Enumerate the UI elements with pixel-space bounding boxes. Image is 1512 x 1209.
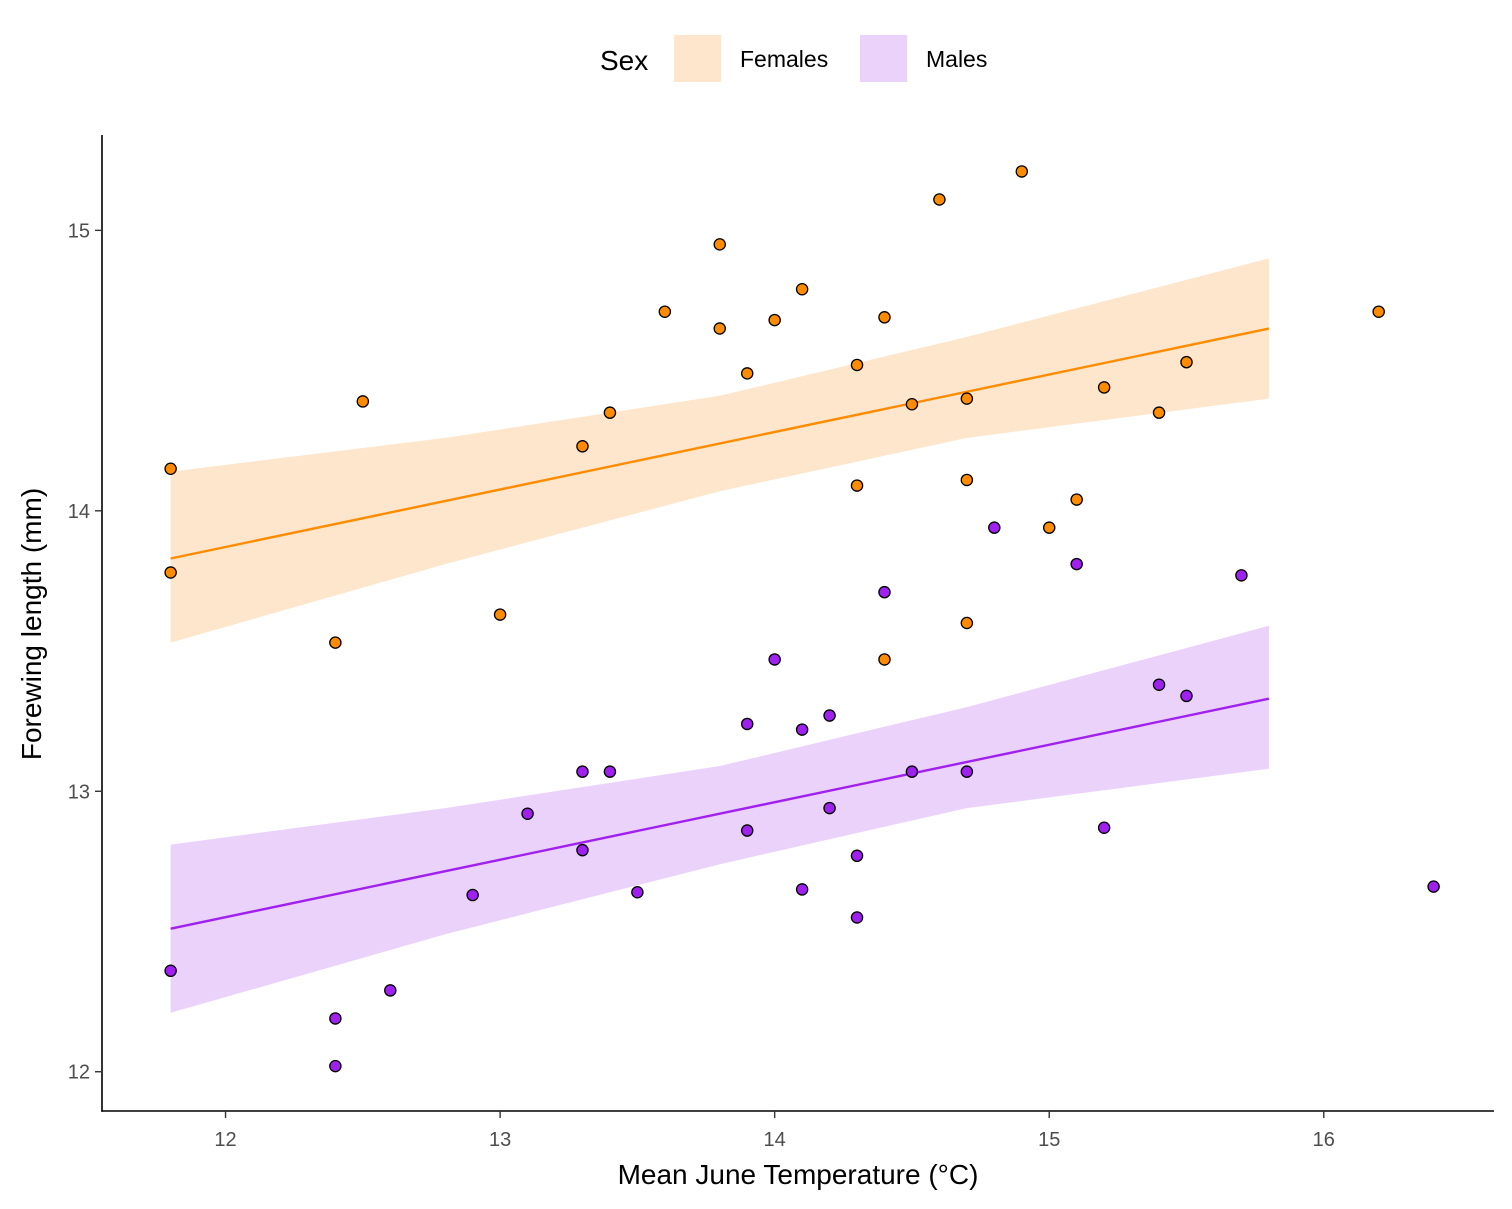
data-point-females <box>603 406 617 419</box>
data-point-males <box>850 849 864 863</box>
data-point-males <box>1097 821 1111 834</box>
data-point-females <box>878 653 891 666</box>
y-axis-title: Forewing length (mm) <box>16 488 47 760</box>
data-point-females <box>1070 493 1083 506</box>
data-point-males <box>768 653 781 666</box>
data-point-males <box>878 585 891 599</box>
data-point-males <box>960 765 974 778</box>
x-tick-label: 16 <box>1313 1129 1335 1151</box>
axes: 12 13 14 15 16 12 13 14 15 <box>68 135 1494 1151</box>
data-point-males <box>850 911 864 924</box>
data-point-females <box>164 462 177 475</box>
data-point-females <box>933 193 946 206</box>
data-point-females <box>740 367 754 380</box>
fit-line-males <box>170 697 1270 930</box>
data-point-males <box>795 883 809 896</box>
data-point-males <box>521 807 534 820</box>
data-point-females <box>905 397 919 411</box>
data-point-males <box>740 824 754 837</box>
data-point-males <box>576 765 589 778</box>
data-point-females <box>329 636 342 649</box>
data-point-males <box>823 709 836 722</box>
data-point-males <box>329 1059 342 1073</box>
data-point-females <box>164 566 177 579</box>
confidence-band-males <box>170 625 1269 1013</box>
x-tick-label: 12 <box>214 1129 236 1151</box>
data-point-males <box>384 984 397 997</box>
data-point-males <box>1180 689 1193 703</box>
data-point-females <box>658 305 672 318</box>
data-point-females <box>768 313 781 327</box>
data-point-females <box>576 440 589 453</box>
legend: Sex Females Males <box>600 35 987 82</box>
y-tick-label: 12 <box>68 1062 90 1084</box>
data-point-females <box>713 322 727 335</box>
data-point-males <box>905 765 919 778</box>
data-point-females <box>1180 355 1193 369</box>
data-point-females <box>1372 305 1385 318</box>
legend-key-males <box>860 35 907 82</box>
data-point-females <box>1042 521 1056 534</box>
data-point-males <box>795 723 809 736</box>
fit-line-females <box>170 327 1270 560</box>
data-point-females <box>960 473 974 487</box>
legend-title: Sex <box>600 45 648 76</box>
data-point-males <box>1070 557 1083 571</box>
fit-lines <box>170 327 1270 930</box>
data-point-females <box>960 616 974 630</box>
data-point-females <box>960 392 974 405</box>
x-tick-label: 15 <box>1038 1129 1060 1151</box>
data-point-females <box>1152 406 1166 419</box>
data-point-females <box>1097 381 1111 394</box>
data-point-males <box>1152 678 1166 691</box>
y-tick-label: 13 <box>68 781 90 803</box>
data-points <box>164 165 1440 1073</box>
data-point-males <box>823 801 836 815</box>
data-point-females <box>850 358 864 372</box>
confidence-band-females <box>170 258 1269 643</box>
x-tick-label: 13 <box>489 1129 511 1151</box>
x-axis-title: Mean June Temperature (°C) <box>618 1159 979 1190</box>
data-point-males <box>466 888 479 902</box>
data-point-males <box>603 765 617 778</box>
legend-label-females: Females <box>740 46 828 72</box>
data-point-males <box>631 885 644 899</box>
data-point-males <box>576 843 589 857</box>
data-point-females <box>356 395 370 408</box>
data-point-males <box>988 521 1001 534</box>
data-point-males <box>740 717 754 731</box>
data-point-males <box>1427 880 1440 893</box>
legend-label-males: Males <box>926 46 987 72</box>
y-tick-label: 14 <box>68 501 90 523</box>
data-point-males <box>1235 569 1248 582</box>
data-point-females <box>713 238 727 251</box>
data-point-females <box>850 479 864 492</box>
data-point-females <box>1015 165 1029 178</box>
data-point-males <box>329 1012 342 1025</box>
x-tick-label: 14 <box>764 1129 786 1151</box>
data-point-females <box>795 283 809 296</box>
data-point-females <box>493 608 507 621</box>
legend-key-females <box>674 35 721 82</box>
y-tick-label: 15 <box>68 220 90 242</box>
data-point-males <box>164 964 177 978</box>
data-point-females <box>878 311 891 324</box>
confidence-bands <box>170 258 1269 1013</box>
